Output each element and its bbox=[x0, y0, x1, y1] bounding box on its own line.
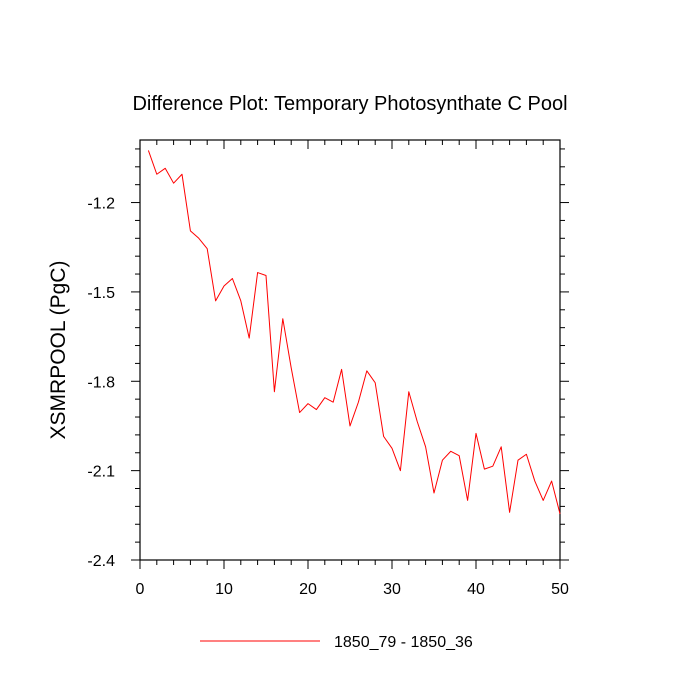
series-layer bbox=[147, 150, 561, 514]
x-tick-label: 10 bbox=[215, 581, 233, 598]
x-tick-label: 40 bbox=[467, 581, 485, 598]
chart-title: Difference Plot: Temporary Photosynthate… bbox=[132, 93, 567, 115]
y-tick-label: -1.2 bbox=[87, 196, 115, 213]
legend: 1850_79 - 1850_36 bbox=[200, 634, 473, 651]
x-tick-label: 30 bbox=[383, 581, 401, 598]
series-line bbox=[147, 150, 561, 514]
plot-frame bbox=[139, 139, 561, 561]
y-axis-label: XSMRPOOL (PgC) bbox=[47, 261, 70, 440]
axis-ticks: 0 10 20 30 40 50 -2.4 -2.1 -1.8 -1.5 -1.2 bbox=[87, 140, 569, 598]
x-tick-label: 20 bbox=[299, 581, 317, 598]
y-tick-label: -2.1 bbox=[87, 464, 115, 481]
legend-label: 1850_79 - 1850_36 bbox=[334, 634, 473, 651]
y-tick-label: -1.8 bbox=[87, 374, 115, 391]
x-tick-label: 50 bbox=[551, 581, 569, 598]
y-tick-label: -2.4 bbox=[87, 553, 115, 570]
y-tick-label: -1.5 bbox=[87, 285, 115, 302]
x-tick-label: 0 bbox=[136, 581, 145, 598]
